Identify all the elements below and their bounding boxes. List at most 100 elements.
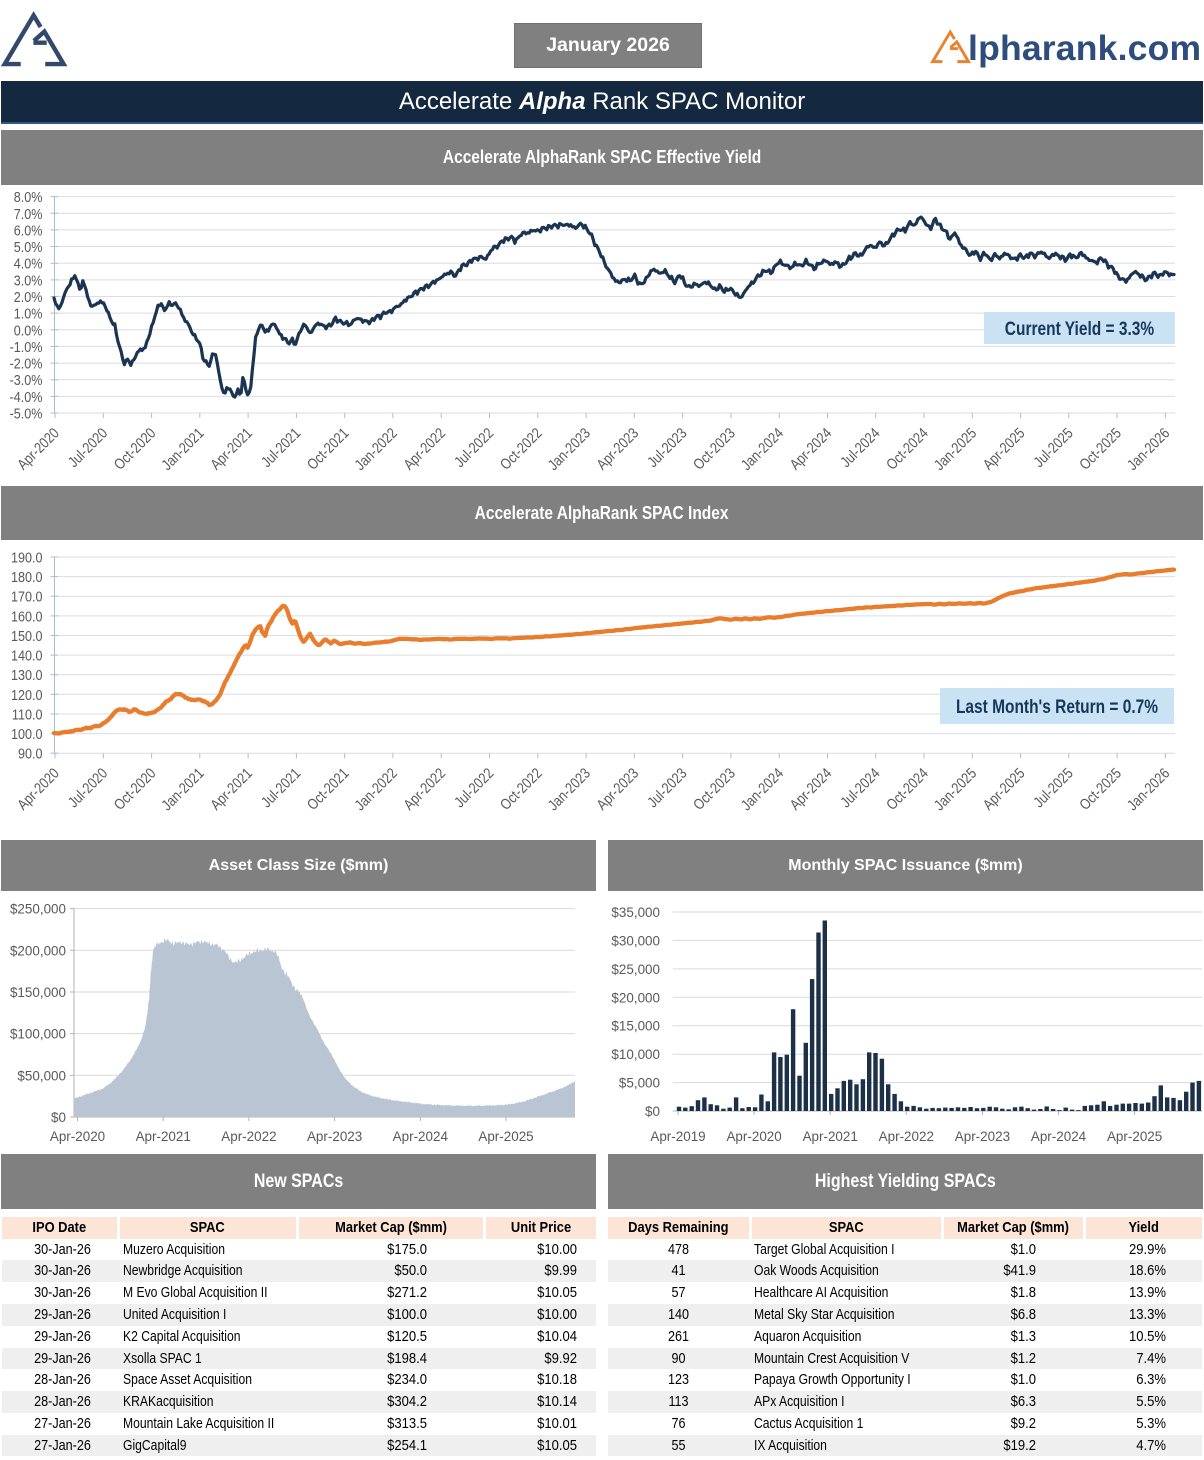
svg-text:$30,000: $30,000 [611,933,660,948]
svg-text:Last Month's Return = 0.7%: Last Month's Return = 0.7% [956,695,1158,717]
svg-text:Jan-2025: Jan-2025 [930,764,980,814]
svg-text:Jul-2021: Jul-2021 [257,764,304,811]
svg-text:Jan-2022: Jan-2022 [351,764,400,813]
svg-text:Oct-2020: Oct-2020 [110,764,159,813]
svg-text:$150,000: $150,000 [10,985,66,1000]
svg-text:-5.0%: -5.0% [10,404,43,421]
svg-text:Apr-2020: Apr-2020 [50,1129,106,1144]
svg-text:110.0: 110.0 [12,705,43,722]
svg-text:$50,000: $50,000 [17,1068,66,1083]
svg-text:Jan-2022: Jan-2022 [351,424,400,473]
svg-text:Apr-2023: Apr-2023 [593,424,642,473]
svg-text:Jul-2024: Jul-2024 [837,764,884,811]
svg-text:Apr-2021: Apr-2021 [803,1129,858,1144]
svg-text:150.0: 150.0 [11,627,43,644]
svg-text:Apr-2020: Apr-2020 [726,1129,782,1144]
svg-text:Jul-2023: Jul-2023 [643,764,690,811]
svg-text:120.0: 120.0 [11,686,43,703]
svg-text:Apr-2025: Apr-2025 [979,764,1028,813]
svg-text:Oct-2021: Oct-2021 [303,424,352,473]
svg-text:8.0%: 8.0% [14,188,43,205]
svg-text:160.0: 160.0 [11,607,43,624]
svg-text:7.0%: 7.0% [14,205,43,222]
svg-text:170.0: 170.0 [11,588,43,605]
svg-text:Oct-2024: Oct-2024 [882,764,931,813]
svg-text:$200,000: $200,000 [10,943,66,958]
svg-text:5.0%: 5.0% [14,238,43,255]
svg-text:90.0: 90.0 [18,745,43,762]
svg-text:140.0: 140.0 [11,647,43,664]
svg-text:-1.0%: -1.0% [10,338,43,355]
svg-text:2.0%: 2.0% [14,288,43,305]
svg-text:Apr-2023: Apr-2023 [307,1129,363,1144]
svg-text:Apr-2025: Apr-2025 [979,424,1028,473]
svg-text:Oct-2023: Oct-2023 [689,764,738,813]
svg-text:Oct-2025: Oct-2025 [1076,764,1125,813]
svg-text:Jul-2025: Jul-2025 [1030,424,1077,471]
svg-text:Jul-2022: Jul-2022 [450,424,496,470]
svg-text:Apr-2020: Apr-2020 [13,764,62,813]
svg-text:Apr-2025: Apr-2025 [478,1129,534,1144]
svg-text:Jan-2023: Jan-2023 [544,424,594,474]
svg-text:Apr-2024: Apr-2024 [786,424,835,473]
svg-text:Oct-2025: Oct-2025 [1076,424,1125,473]
svg-text:-2.0%: -2.0% [10,355,43,372]
svg-text:-4.0%: -4.0% [10,388,43,405]
svg-text:Apr-2024: Apr-2024 [1031,1129,1087,1144]
svg-text:Jul-2021: Jul-2021 [257,424,304,471]
svg-text:$10,000: $10,000 [611,1047,660,1062]
svg-text:Current Yield = 3.3%: Current Yield = 3.3% [1005,317,1154,339]
svg-text:4.0%: 4.0% [14,255,43,272]
svg-text:190.0: 190.0 [11,548,43,565]
svg-text:3.0%: 3.0% [14,271,43,288]
svg-text:Jul-2020: Jul-2020 [64,424,111,471]
svg-text:$250,000: $250,000 [10,901,66,916]
svg-text:100.0: 100.0 [11,725,43,742]
svg-text:6.0%: 6.0% [14,221,43,238]
svg-text:Apr-2023: Apr-2023 [955,1129,1011,1144]
svg-text:Apr-2025: Apr-2025 [1107,1129,1163,1144]
svg-text:Jan-2021: Jan-2021 [158,764,208,814]
svg-text:Jul-2023: Jul-2023 [643,424,690,471]
svg-text:Oct-2022: Oct-2022 [496,424,545,473]
svg-text:$35,000: $35,000 [611,905,660,920]
svg-text:Apr-2021: Apr-2021 [136,1129,191,1144]
svg-text:Jul-2020: Jul-2020 [64,764,111,811]
svg-text:Apr-2022: Apr-2022 [221,1129,276,1144]
svg-text:Apr-2024: Apr-2024 [786,764,835,813]
svg-text:Apr-2022: Apr-2022 [400,424,449,473]
svg-text:Jan-2024: Jan-2024 [737,764,787,814]
svg-text:1.0%: 1.0% [14,305,43,322]
svg-text:180.0: 180.0 [11,568,43,585]
svg-text:Apr-2024: Apr-2024 [393,1129,449,1144]
svg-text:Oct-2024: Oct-2024 [882,424,931,473]
svg-text:Jan-2021: Jan-2021 [158,424,208,474]
svg-text:Apr-2020: Apr-2020 [13,424,62,473]
svg-text:Jul-2024: Jul-2024 [837,424,884,471]
svg-text:$5,000: $5,000 [619,1075,660,1090]
svg-text:-3.0%: -3.0% [10,371,43,388]
svg-text:$0: $0 [645,1104,660,1119]
svg-text:Apr-2023: Apr-2023 [593,764,642,813]
svg-text:Jan-2024: Jan-2024 [737,424,787,474]
svg-text:Jan-2023: Jan-2023 [544,764,594,814]
svg-text:Apr-2022: Apr-2022 [400,764,449,813]
svg-text:Jan-2025: Jan-2025 [930,424,980,474]
svg-text:$25,000: $25,000 [611,962,660,977]
svg-text:Oct-2020: Oct-2020 [110,424,159,473]
svg-text:Apr-2019: Apr-2019 [650,1129,705,1144]
svg-text:0.0%: 0.0% [14,321,43,338]
svg-text:130.0: 130.0 [11,666,43,683]
svg-text:$0: $0 [51,1110,66,1125]
svg-text:Apr-2021: Apr-2021 [207,424,256,473]
svg-text:Jan-2026: Jan-2026 [1123,424,1173,474]
svg-text:Oct-2022: Oct-2022 [496,764,545,813]
svg-text:Jan-2026: Jan-2026 [1123,764,1173,814]
svg-text:Jul-2025: Jul-2025 [1030,764,1077,811]
svg-text:$15,000: $15,000 [611,1018,660,1033]
svg-text:Jul-2022: Jul-2022 [450,764,496,810]
svg-text:Apr-2022: Apr-2022 [879,1129,934,1144]
svg-text:$20,000: $20,000 [611,990,660,1005]
svg-text:Oct-2023: Oct-2023 [689,424,738,473]
svg-text:$100,000: $100,000 [10,1026,66,1041]
